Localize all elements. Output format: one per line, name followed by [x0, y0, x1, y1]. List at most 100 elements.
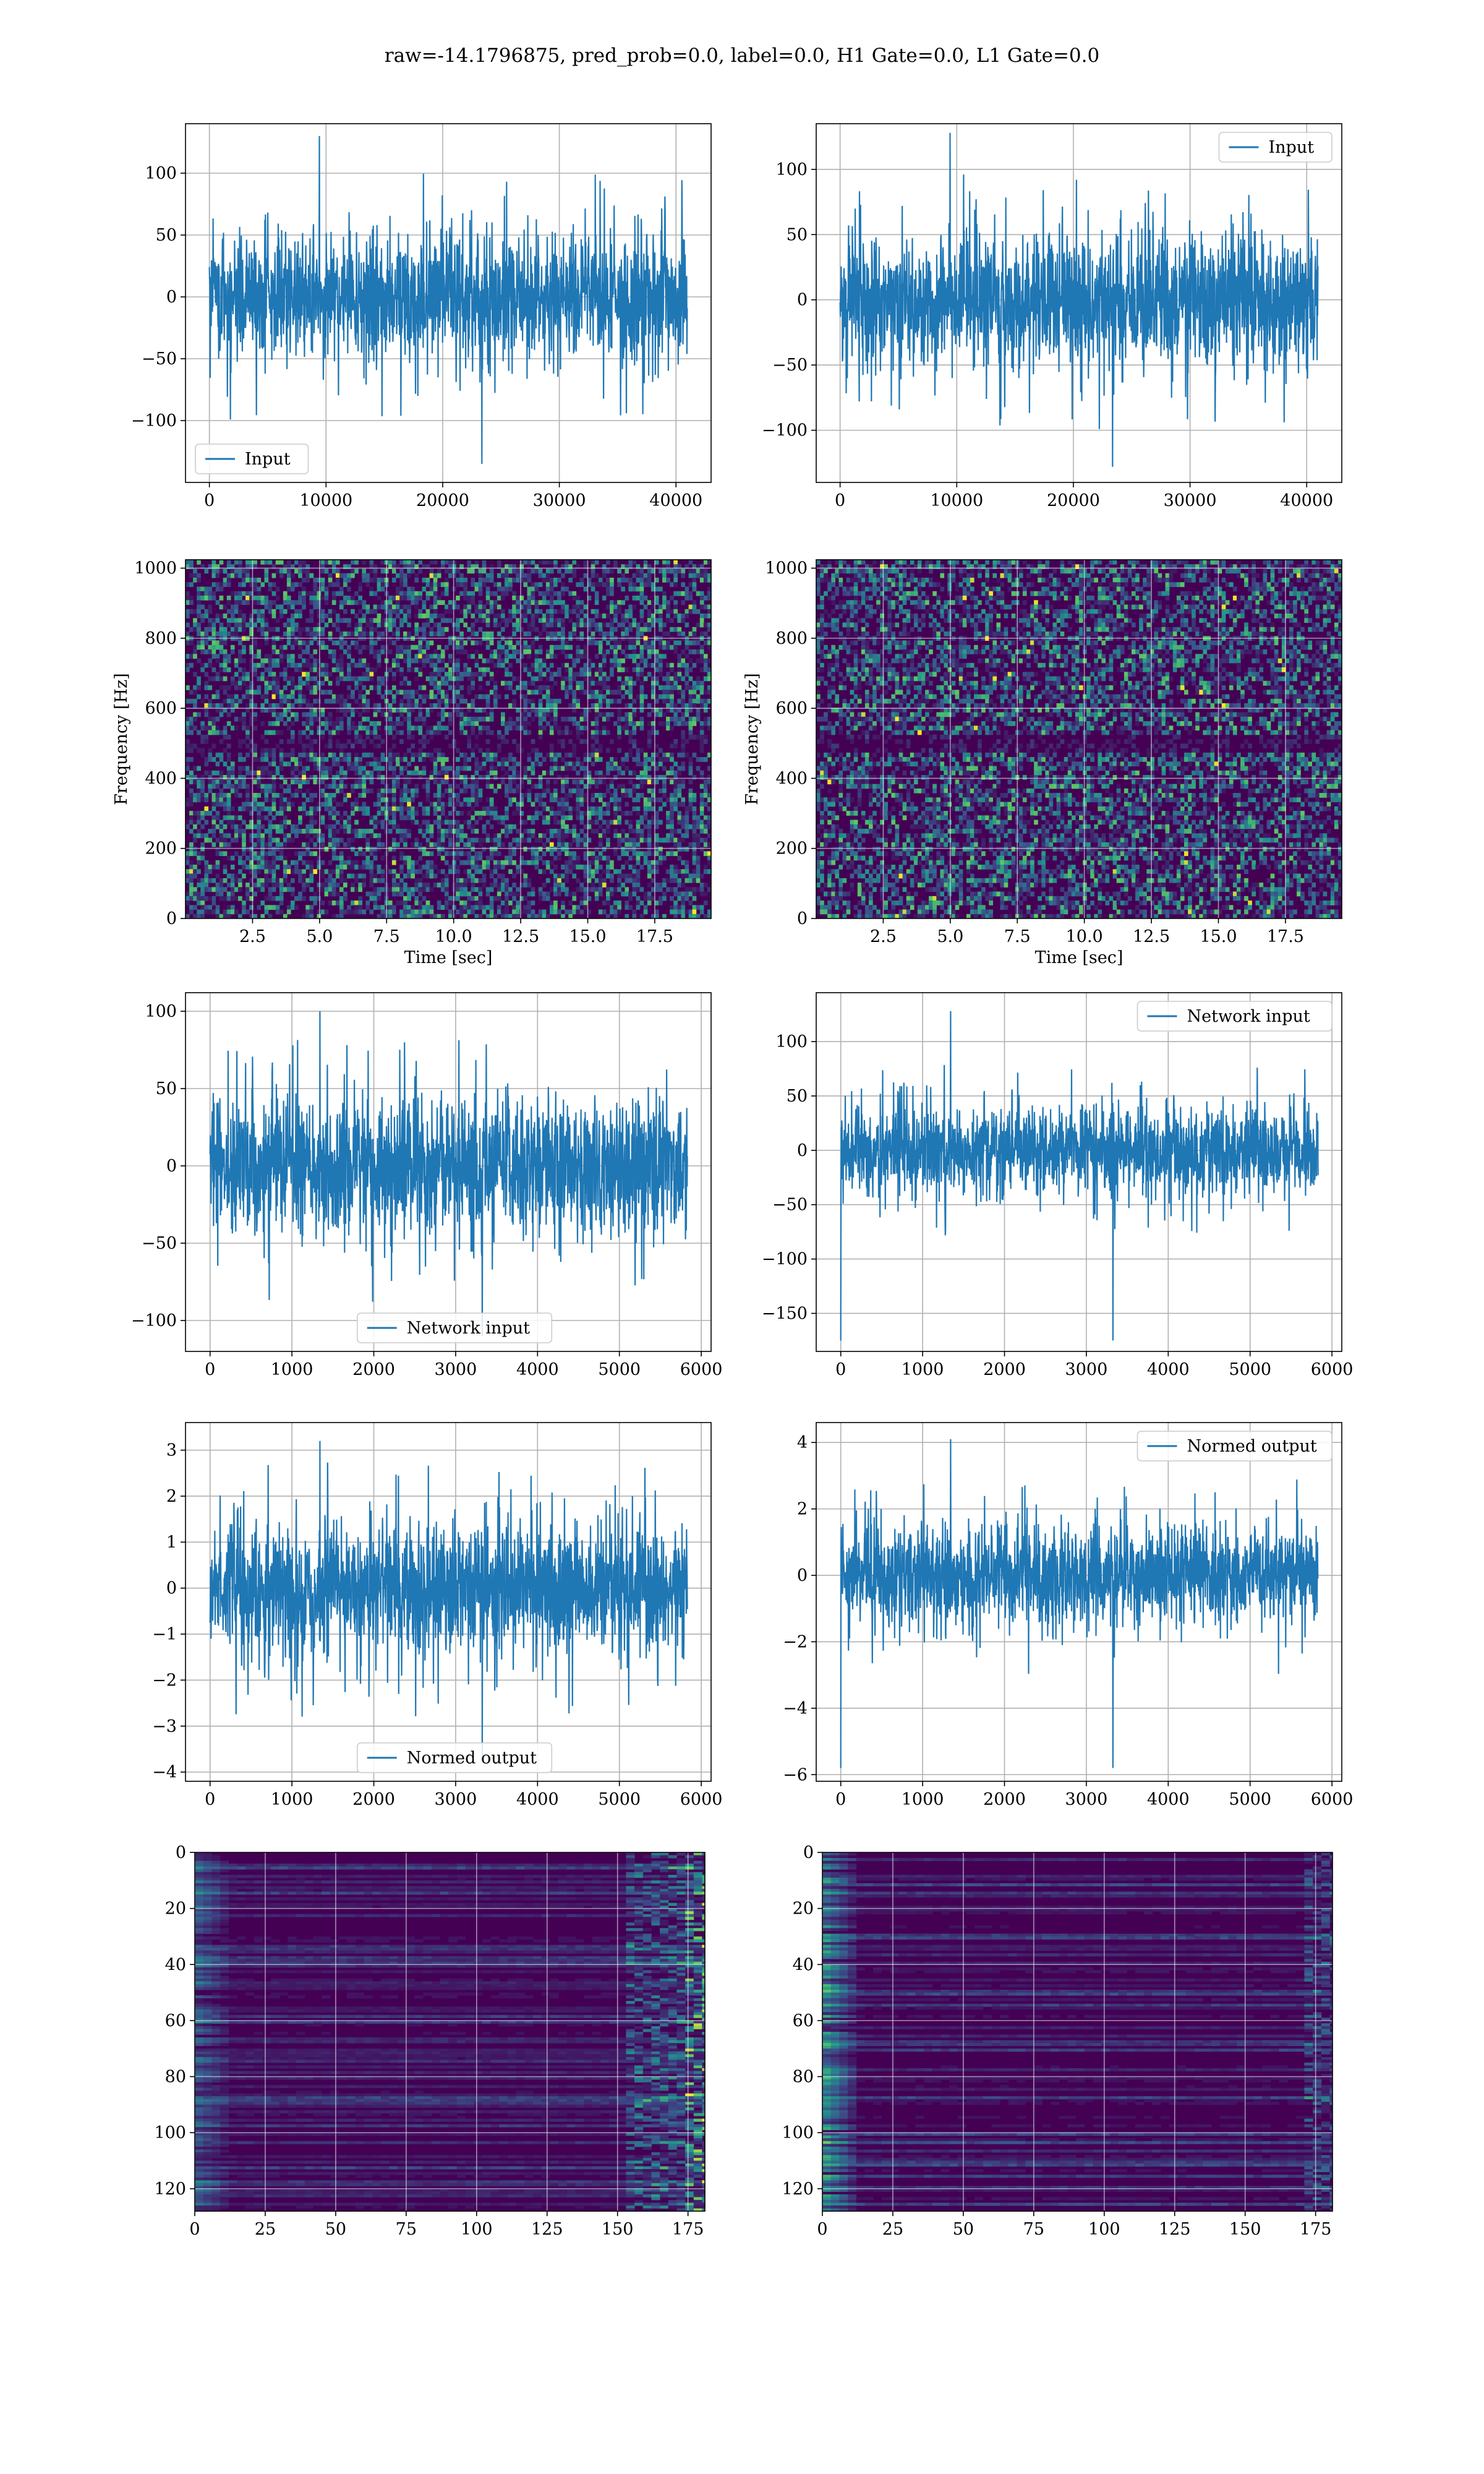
subplot-network-input-l1: 0 1000 2000 3000 4000 5000 6000 −150 −100 −50 0 50 1…	[762, 992, 1354, 1379]
input-h1-xtick-label: 30000	[533, 491, 586, 510]
normed-output-h1-xtick-label: 1000	[271, 1790, 313, 1809]
input-l1-ytick-label: 100	[775, 160, 808, 179]
input-l1-legend-label: Input	[1269, 138, 1315, 157]
spectrogram-l1-frame	[816, 559, 1342, 919]
network-input-h1-ytick-label: −100	[131, 1311, 177, 1330]
feature-map-l1-ytick-label: 40	[793, 1955, 814, 1974]
network-input-h1-xtick-label: 2000	[352, 1360, 395, 1379]
spectrogram-l1-ytick-label: 0	[797, 909, 808, 928]
network-input-h1-xtick-label: 3000	[435, 1360, 477, 1379]
normed-output-l1-xtick-label: 1000	[902, 1790, 944, 1809]
feature-map-l1-xtick-label: 75	[1023, 2220, 1044, 2239]
input-h1-xtick-label: 40000	[649, 491, 702, 510]
network-input-l1-xtick-label: 0	[835, 1360, 846, 1379]
input-h1-plot-area	[186, 124, 711, 482]
feature-map-l1-xtick-label: 150	[1229, 2220, 1261, 2239]
normed-output-l1-legend-box	[1136, 1431, 1333, 1462]
network-input-l1-xtick-label: 6000	[1311, 1360, 1354, 1379]
feature-map-l1-ytick-label: 80	[793, 2068, 814, 2087]
spectrogram-l1-plot-area	[816, 560, 1342, 918]
spectrogram-h1-xtick-label: 10.0	[435, 927, 472, 946]
input-h1-ytick-label: 0	[166, 288, 177, 307]
input-h1-xtick-label: 10000	[299, 491, 352, 510]
spectrogram-l1-xtick-label: 17.5	[1267, 927, 1304, 946]
normed-output-h1-ytick-label: 0	[166, 1579, 177, 1598]
feature-map-h1-ytick-label: 0	[176, 1843, 186, 1862]
normed-output-l1-xtick-label: 0	[835, 1790, 846, 1809]
network-input-l1-xtick-label: 2000	[983, 1360, 1026, 1379]
feature-map-h1-xtick-label: 50	[325, 2220, 346, 2239]
input-h1-xtick-label: 0	[204, 491, 215, 510]
input-l1-xtick-label: 30000	[1164, 491, 1217, 510]
feature-map-l1-xtick-label: 125	[1159, 2220, 1191, 2239]
subplot-feature-map-l1: 0 25 50 75 100 125 150 175 0 20 40 60 80 100 120	[782, 1843, 1333, 2239]
feature-map-l1-xtick-label: 0	[817, 2220, 827, 2239]
spectrogram-h1-xtick-label: 17.5	[636, 927, 673, 946]
network-input-h1-frame	[185, 992, 712, 1352]
normed-output-h1-xtick-label: 0	[205, 1790, 215, 1809]
input-l1-xtick-label: 10000	[930, 491, 983, 510]
feature-map-l1-ticks: 0 25 50 75 100 125 150 175 0 20 40 60 80 100 120	[782, 1843, 1331, 2239]
normed-output-l1-series-line	[840, 1439, 1319, 1768]
spectrogram-l1-cells	[816, 560, 1342, 918]
network-input-l1-xtick-label: 4000	[1147, 1360, 1190, 1379]
input-l1-xtick-label: 20000	[1047, 491, 1100, 510]
network-input-l1-ticks: 0 1000 2000 3000 4000 5000 6000 −150 −100 −50 0 50 1…	[762, 1032, 1354, 1379]
input-h1-frame	[185, 123, 712, 483]
spectrogram-h1-xtick-label: 15.0	[569, 927, 606, 946]
network-input-h1-legend-box	[356, 1312, 553, 1343]
spectrogram-h1-xtick-label: 12.5	[502, 927, 539, 946]
normed-output-l1-xtick-label: 6000	[1311, 1790, 1354, 1809]
feature-map-h1-ytick-label: 20	[165, 1899, 186, 1919]
network-input-l1-ytick-label: 0	[797, 1141, 808, 1160]
subplot-normed-output-l1: 0 1000 2000 3000 4000 5000 6000 −6 −4 −2 0 2 4 Normed…	[783, 1422, 1354, 1809]
network-input-l1-plot-area	[816, 993, 1342, 1351]
network-input-h1-series-line	[209, 1011, 688, 1337]
input-l1-ytick-label: −50	[772, 356, 808, 375]
feature-map-l1-xtick-label: 50	[953, 2220, 974, 2239]
input-l1-ytick-label: −100	[762, 421, 808, 440]
input-h1-legend: Input	[195, 443, 309, 474]
network-input-h1-xtick-label: 4000	[516, 1360, 559, 1379]
input-l1-plot-area	[816, 124, 1342, 482]
spectrogram-h1-frame	[185, 559, 712, 919]
network-input-l1-legend-box	[1136, 1001, 1333, 1032]
network-input-l1-ytick-label: −150	[762, 1304, 808, 1323]
normed-output-l1-ytick-label: 0	[797, 1566, 808, 1585]
input-l1-ytick-label: 50	[787, 225, 808, 244]
feature-map-h1-plot-area	[195, 1852, 705, 2211]
normed-output-h1-frame	[185, 1422, 712, 1782]
spectrogram-h1-ytick-label: 1000	[134, 559, 177, 578]
normed-output-l1-xtick-label: 2000	[983, 1790, 1026, 1809]
feature-map-l1-plot-area	[822, 1852, 1333, 2211]
feature-map-h1-xtick-label: 125	[531, 2220, 563, 2239]
network-input-l1-series-line	[840, 1011, 1319, 1341]
network-input-h1-ytick-label: −50	[142, 1234, 177, 1253]
network-input-l1-ytick-label: −50	[772, 1196, 808, 1215]
normed-output-h1-legend-box	[356, 1742, 553, 1773]
spectrogram-l1-ytick-label: 800	[775, 629, 808, 648]
subplot-input-l1: 0 10000 20000 30000 40000 −100 −50 0 50 100 Input	[762, 123, 1342, 510]
normed-output-l1-ytick-label: 4	[797, 1433, 808, 1452]
normed-output-l1-grid	[816, 1423, 1342, 1781]
subplot-feature-map-h1: 0 25 50 75 100 125 150 175 0 20 40 60 80 100 120	[154, 1843, 706, 2239]
normed-output-l1-xtick-label: 4000	[1147, 1790, 1190, 1809]
feature-map-h1-ytick-label: 60	[165, 2011, 186, 2031]
input-h1-ytick-label: 50	[156, 226, 177, 245]
subplot-network-input-h1: 0 1000 2000 3000 4000 5000 6000 −100 −50 0 50 100 Ne…	[131, 992, 722, 1379]
spectrogram-l1-xtick-label: 15.0	[1200, 927, 1237, 946]
feature-map-h1-grid	[195, 1852, 705, 2211]
feature-map-l1-ytick-label: 0	[803, 1843, 814, 1862]
input-h1-series-line	[208, 135, 688, 464]
spectrogram-l1-xtick-label: 2.5	[870, 927, 897, 946]
normed-output-l1-ytick-label: −4	[783, 1699, 808, 1718]
spectrogram-l1-xlabel: Time [sec]	[1035, 948, 1124, 967]
feature-map-l1-xtick-label: 100	[1088, 2220, 1120, 2239]
spectrogram-h1-ticks: 2.5 5.0 7.5 10.0 12.5 15.0 17.5 0 200 400 600 800 10…	[134, 559, 673, 946]
normed-output-l1-xtick-label: 5000	[1229, 1790, 1271, 1809]
feature-map-l1-ytick-label: 20	[793, 1899, 814, 1919]
normed-output-h1-ytick-label: 2	[166, 1487, 177, 1506]
feature-map-h1-cells	[195, 1852, 705, 2211]
normed-output-h1-xtick-label: 3000	[435, 1790, 477, 1809]
input-h1-ytick-label: 100	[145, 164, 177, 183]
